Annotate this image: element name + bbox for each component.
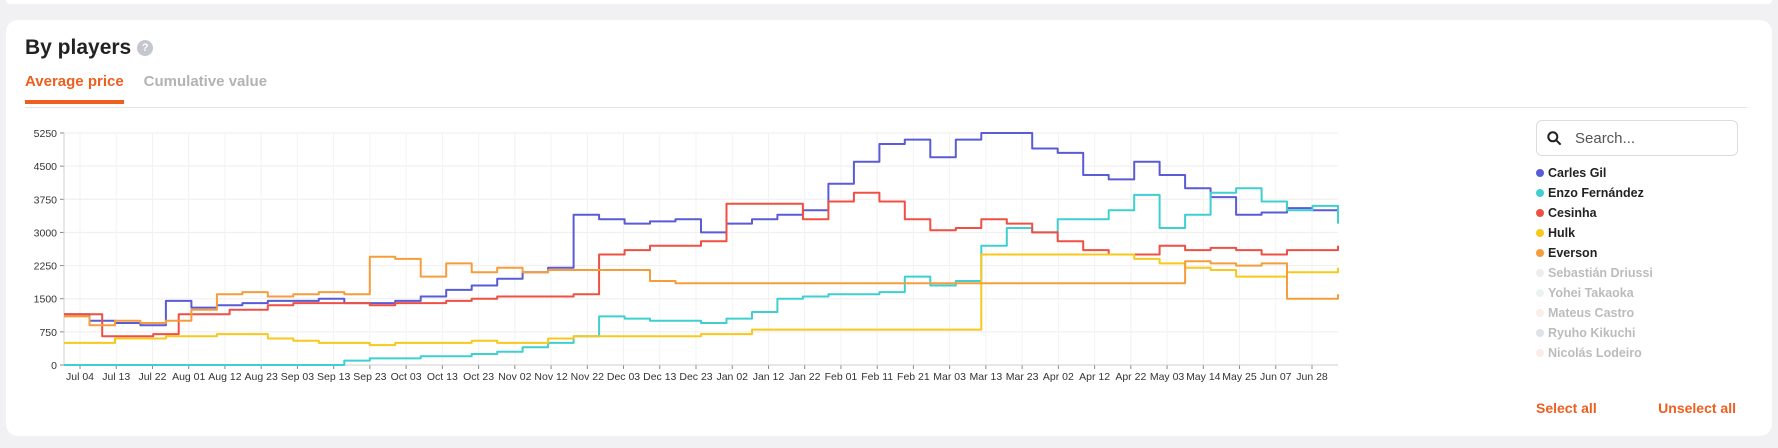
x-tick-label: Feb 11: [861, 371, 893, 383]
tab-average-price[interactable]: Average price: [25, 73, 124, 104]
legend-dot: [1536, 169, 1544, 177]
x-tick-label: May 25: [1222, 371, 1257, 383]
legend-item-ryuho-kikuchi[interactable]: Ryuho Kikuchi: [1536, 323, 1653, 343]
tab-divider: [25, 107, 1747, 108]
y-tick-label: 5250: [34, 128, 58, 140]
x-tick-label: Oct 13: [427, 371, 458, 383]
legend-item-nicolas-lodeiro[interactable]: Nicolás Lodeiro: [1536, 343, 1653, 363]
legend-dot: [1536, 229, 1544, 237]
price-line-chart: 0 750 1500 2250 3000 3750 4500 5250 Jul 04 Jul 13…: [34, 128, 1339, 383]
legend-label: Ryuho Kikuchi: [1548, 326, 1636, 340]
x-tick-label: Jul 22: [138, 371, 166, 383]
x-tick-label: Jun 28: [1296, 371, 1328, 383]
section-title: By players ?: [25, 36, 154, 60]
series-line-cesinha[interactable]: [64, 191, 1339, 338]
unselect-all-button[interactable]: Unselect all: [1658, 400, 1736, 416]
x-tick-label: Jan 02: [716, 371, 748, 383]
x-tick-label: Feb 01: [825, 371, 858, 383]
legend-label: Carles Gil: [1548, 166, 1607, 180]
legend-dot: [1536, 289, 1544, 297]
x-tick-label: Mar 03: [933, 371, 966, 383]
legend-label: Enzo Fernández: [1548, 186, 1644, 200]
legend-item-hulk[interactable]: Hulk: [1536, 223, 1653, 243]
x-tick-label: Sep 23: [353, 371, 386, 383]
chart-tabs: Average price Cumulative value: [25, 73, 287, 104]
legend-item-enzo-fernandez[interactable]: Enzo Fernández: [1536, 183, 1653, 203]
x-tick-label: Nov 02: [498, 371, 531, 383]
player-legend: Carles Gil Enzo Fernández Cesinha Hulk Evers…: [1536, 163, 1653, 363]
legend-dot: [1536, 329, 1544, 337]
x-tick-label: Jun 07: [1260, 371, 1292, 383]
x-tick-label: Jan 22: [789, 371, 821, 383]
player-search[interactable]: [1536, 120, 1738, 156]
legend-actions: Select all Unselect all: [1536, 400, 1736, 416]
legend-item-sebastian-driussi[interactable]: Sebastián Driussi: [1536, 263, 1653, 283]
x-tick-label: Dec 23: [679, 371, 712, 383]
series-line-enzo-fernandez[interactable]: [64, 187, 1339, 366]
x-tick-label: Sep 03: [281, 371, 314, 383]
y-tick-label: 750: [39, 327, 57, 339]
series-line-carles-gil[interactable]: [64, 132, 1339, 327]
legend-item-mateus-castro[interactable]: Mateus Castro: [1536, 303, 1653, 323]
legend-label: Nicolás Lodeiro: [1548, 346, 1642, 360]
x-tick-label: Aug 23: [245, 371, 278, 383]
select-all-button[interactable]: Select all: [1536, 400, 1597, 416]
legend-label: Sebastián Driussi: [1548, 266, 1653, 280]
legend-item-cesinha[interactable]: Cesinha: [1536, 203, 1653, 223]
legend-label: Cesinha: [1548, 206, 1597, 220]
x-tick-label: Apr 22: [1115, 371, 1146, 383]
x-tick-label: Apr 12: [1079, 371, 1110, 383]
x-tick-label: Oct 23: [463, 371, 494, 383]
x-tick-label: Apr 02: [1043, 371, 1074, 383]
y-tick-label: 2250: [34, 261, 58, 273]
x-tick-label: Jul 04: [66, 371, 94, 383]
legend-item-carles-gil[interactable]: Carles Gil: [1536, 163, 1653, 183]
legend-dot: [1536, 269, 1544, 277]
series-line-hulk[interactable]: [64, 253, 1339, 347]
x-tick-label: Feb 21: [897, 371, 930, 383]
legend-dot: [1536, 209, 1544, 217]
x-tick-label: Oct 03: [391, 371, 422, 383]
x-tick-label: Aug 12: [208, 371, 241, 383]
legend-dot: [1536, 349, 1544, 357]
x-tick-label: Jan 12: [753, 371, 785, 383]
players-card: By players ? Average price Cumulative va…: [6, 20, 1772, 436]
x-tick-label: Nov 12: [534, 371, 567, 383]
x-tick-label: Aug 01: [172, 371, 205, 383]
x-tick-label: Nov 22: [571, 371, 604, 383]
y-tick-label: 0: [51, 360, 57, 372]
question-icon[interactable]: ?: [137, 40, 154, 56]
series-line-everson[interactable]: [64, 255, 1339, 327]
legend-dot: [1536, 249, 1544, 257]
previous-card-edge: [6, 0, 1772, 4]
y-tick-label: 1500: [34, 294, 58, 306]
x-tick-label: Dec 13: [643, 371, 676, 383]
y-tick-label: 3000: [34, 227, 58, 239]
legend-label: Hulk: [1548, 226, 1576, 240]
y-tick-label: 4500: [34, 161, 58, 173]
search-input[interactable]: [1575, 129, 1725, 147]
tab-cumulative-value[interactable]: Cumulative value: [143, 73, 268, 90]
legend-item-everson[interactable]: Everson: [1536, 243, 1653, 263]
section-title-text: By players: [25, 36, 132, 59]
legend-label: Yohei Takaoka: [1548, 286, 1634, 300]
x-tick-label: May 03: [1150, 371, 1185, 383]
legend-label: Mateus Castro: [1548, 306, 1635, 320]
legend-dot: [1536, 189, 1544, 197]
legend-item-yohei-takaoka[interactable]: Yohei Takaoka: [1536, 283, 1653, 303]
x-tick-label: Mar 13: [970, 371, 1003, 383]
search-icon: [1547, 131, 1561, 145]
x-tick-label: Jul 13: [102, 371, 130, 383]
legend-label: Everson: [1548, 246, 1598, 260]
y-tick-label: 3750: [34, 194, 58, 206]
legend-dot: [1536, 309, 1544, 317]
x-tick-label: Dec 03: [607, 371, 640, 383]
x-tick-label: May 14: [1186, 371, 1221, 383]
x-tick-label: Sep 13: [317, 371, 350, 383]
x-tick-label: Mar 23: [1006, 371, 1039, 383]
